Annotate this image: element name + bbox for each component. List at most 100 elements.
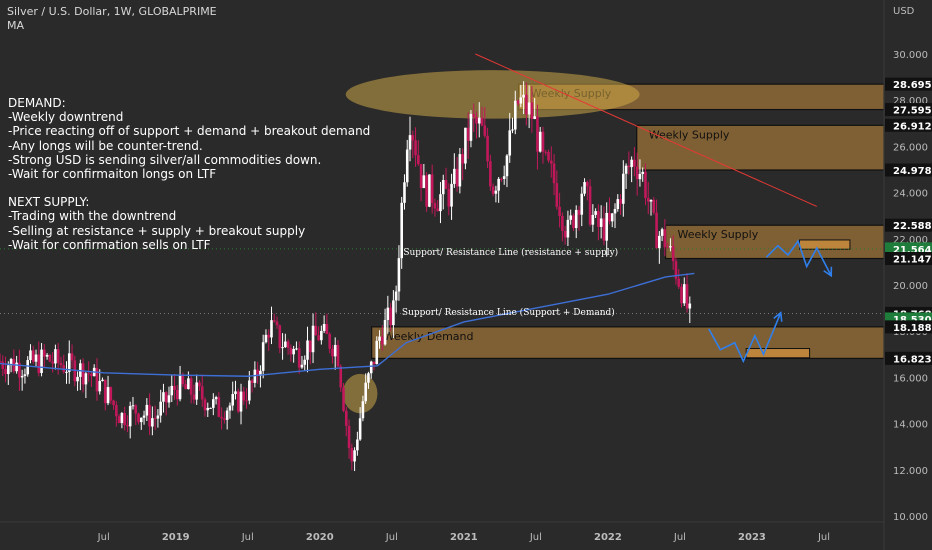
candle-body <box>278 325 282 349</box>
candle-body <box>652 199 656 213</box>
candle-body <box>289 347 293 355</box>
price-label-box <box>885 77 932 91</box>
candle-body <box>572 215 575 229</box>
sr-line-label: Support/ Resistance Line (Support + Dema… <box>402 307 615 318</box>
candle-body <box>206 407 210 411</box>
candle-body <box>308 340 312 353</box>
candle-body <box>303 359 307 365</box>
x-tick-label: Jul <box>241 532 254 543</box>
candle-body <box>272 320 276 322</box>
candle-body <box>259 370 262 376</box>
note-line: -Any longs will be counter-trend. <box>8 138 203 153</box>
candle-body <box>353 450 356 462</box>
candle-body <box>538 131 542 152</box>
candle-body <box>682 284 686 304</box>
y-tick-label: 30.000 <box>893 50 928 61</box>
candle-body <box>23 374 27 376</box>
candle-body <box>530 102 534 120</box>
chart-title: Silver / U.S. Dollar, 1W, GLOBALPRIME <box>7 5 217 18</box>
candle-body <box>586 181 589 187</box>
price-axis-panel[interactable] <box>884 0 932 550</box>
candle-body <box>284 341 287 348</box>
candle-body <box>134 405 138 414</box>
candle-body <box>372 361 376 365</box>
candle-body <box>549 160 553 164</box>
candle-body <box>178 374 182 400</box>
candle-body <box>320 330 323 341</box>
candle-body <box>248 380 251 401</box>
candle-body <box>356 439 359 451</box>
candle-body <box>608 212 611 222</box>
candle-body <box>45 354 49 357</box>
candle-body <box>566 219 570 238</box>
price-label-box <box>885 320 932 334</box>
candle-body <box>397 258 401 292</box>
candle-body <box>411 135 415 141</box>
projection-box <box>745 348 811 359</box>
candle-body <box>67 353 71 372</box>
candle-body <box>649 199 653 202</box>
note-line: -Selling at resistance + supply + breako… <box>8 223 306 238</box>
candle-body <box>212 399 215 408</box>
candle-body <box>638 173 642 180</box>
candle-body <box>403 182 406 203</box>
candle-body <box>408 135 412 150</box>
candle-body <box>225 410 229 420</box>
price-label-box <box>885 163 932 177</box>
candle-body <box>489 161 492 187</box>
highlights-layer <box>342 70 640 414</box>
candle-body <box>369 361 373 374</box>
candle-body <box>344 410 348 426</box>
candle-body <box>128 406 132 427</box>
candle-body <box>453 168 456 184</box>
x-tick-label: 2022 <box>594 532 622 543</box>
candle-body <box>455 168 459 187</box>
axis-unit-label: USD <box>893 6 915 17</box>
highlight-ellipse <box>345 70 640 119</box>
candle-body <box>59 362 63 366</box>
note-line: -Weekly downtrend <box>8 110 124 125</box>
candle-body <box>405 149 409 183</box>
candle-body <box>9 358 13 366</box>
candle-body <box>106 387 110 404</box>
candle-body <box>170 385 174 396</box>
candle-body <box>214 397 218 400</box>
candle-body <box>428 174 431 207</box>
note-line: -Strong USD is sending silver/all commod… <box>8 152 322 167</box>
y-tick-label: 12.000 <box>893 466 928 477</box>
price-axis: USD10.00012.00014.00016.00018.00020.0002… <box>885 6 932 523</box>
candle-body <box>148 404 151 427</box>
candle-body <box>674 261 678 279</box>
candle-body <box>444 179 448 189</box>
projection-layer <box>708 239 833 364</box>
candle-body <box>15 362 18 372</box>
candle-body <box>261 342 265 371</box>
x-tick-label: 2021 <box>450 532 478 543</box>
candle-body <box>422 175 426 189</box>
candle-body <box>300 364 304 368</box>
candle-body <box>666 247 669 249</box>
candle-body <box>400 202 403 259</box>
candle-body <box>76 376 79 382</box>
candle-body <box>505 155 509 177</box>
candle-body <box>120 413 124 424</box>
candle-body <box>375 340 379 365</box>
candle-body <box>54 349 57 364</box>
candle-body <box>367 373 370 383</box>
candle-body <box>500 178 503 180</box>
candle-body <box>527 102 531 115</box>
candle-body <box>184 384 187 390</box>
candle-body <box>466 127 470 141</box>
candle-body <box>544 151 548 153</box>
candle-body <box>314 325 318 336</box>
candle-body <box>475 116 478 124</box>
candle-body <box>677 278 681 287</box>
candle-body <box>87 373 90 375</box>
candle-body <box>62 365 66 372</box>
candle-body <box>317 335 320 341</box>
x-tick-label: Jul <box>673 532 686 543</box>
candle-body <box>392 300 395 326</box>
candle-body <box>43 349 46 357</box>
x-tick-label: 2023 <box>738 532 766 543</box>
